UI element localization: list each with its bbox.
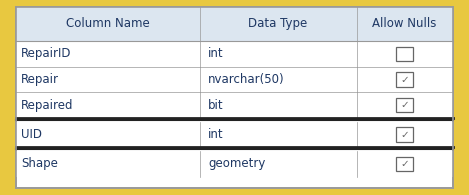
Bar [16,92,453,118]
Text: RepairID: RepairID [21,47,71,60]
Bar [16,151,453,177]
Text: Repair: Repair [21,73,59,86]
Text: Column Name: Column Name [66,17,150,30]
Bar [396,128,413,142]
Text: Repaired: Repaired [21,99,73,112]
Text: int: int [208,47,224,60]
Text: ✓: ✓ [400,129,409,140]
Bar [16,67,453,92]
Bar [16,122,453,147]
Text: UID: UID [21,128,42,141]
Text: ✓: ✓ [400,159,409,169]
Text: ✓: ✓ [400,100,409,110]
Bar [16,41,453,67]
Text: int: int [208,128,224,141]
Text: Shape: Shape [21,157,58,170]
Bar [396,157,413,171]
Text: Data Type: Data Type [249,17,308,30]
Bar [396,47,413,61]
Bar [396,98,413,112]
Text: geometry: geometry [208,157,266,170]
Text: ✓: ✓ [400,74,409,85]
Text: nvarchar(50): nvarchar(50) [208,73,285,86]
Text: bit: bit [208,99,224,112]
Bar [396,73,413,87]
Text: Allow Nulls: Allow Nulls [372,17,437,30]
Bar [16,7,453,41]
